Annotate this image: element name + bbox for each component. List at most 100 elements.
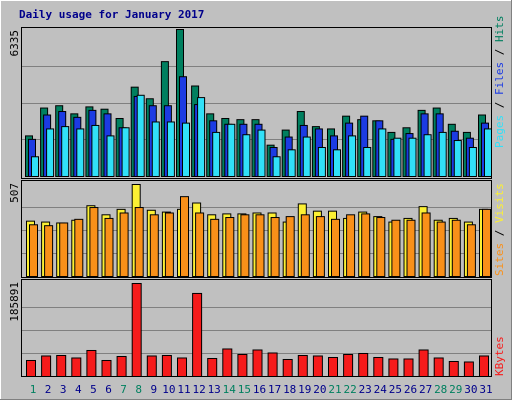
bar-sites-day-9 xyxy=(149,214,159,277)
bar-pages-day-7 xyxy=(121,127,130,178)
bar-kbytes-day-6 xyxy=(101,359,112,378)
legend-hits: Hits xyxy=(493,16,506,43)
bar-sites-day-29 xyxy=(451,219,461,277)
bar-sites-day-17 xyxy=(270,217,280,277)
bar-kbytes-day-16 xyxy=(252,349,263,378)
bar-pages-day-20 xyxy=(317,146,326,178)
bar-sites-day-15 xyxy=(240,214,250,277)
bar-kbytes-day-8 xyxy=(131,283,142,377)
bar-sites-day-12 xyxy=(195,212,205,277)
bar-sites-day-19 xyxy=(300,214,310,277)
x-label-day-16: 16 xyxy=(253,383,266,396)
x-label-day-5: 5 xyxy=(90,383,97,396)
x-label-day-22: 22 xyxy=(343,383,356,396)
bar-kbytes-day-12 xyxy=(192,292,203,377)
bar-kbytes-day-18 xyxy=(282,358,293,377)
bar-sites-day-2 xyxy=(44,225,54,277)
bar-pages-day-28 xyxy=(438,131,447,178)
bar-kbytes-day-15 xyxy=(237,353,248,377)
chart-title: Daily usage for January 2017 xyxy=(19,8,204,21)
bar-pages-day-6 xyxy=(106,135,115,177)
x-label-day-1: 1 xyxy=(30,383,37,396)
x-label-day-17: 17 xyxy=(268,383,281,396)
legend-kbytes: KBytes xyxy=(493,336,506,376)
bar-kbytes-day-29 xyxy=(448,360,459,378)
x-label-day-4: 4 xyxy=(75,383,82,396)
bar-kbytes-day-25 xyxy=(388,358,399,378)
bar-sites-day-27 xyxy=(421,212,431,277)
bar-sites-day-1 xyxy=(29,224,38,278)
bar-pages-day-13 xyxy=(212,131,221,178)
bar-pages-day-16 xyxy=(257,129,266,177)
x-label-day-23: 23 xyxy=(359,383,372,396)
bar-kbytes-day-10 xyxy=(161,354,172,378)
bar-pages-day-29 xyxy=(453,140,462,177)
bar-pages-day-10 xyxy=(166,121,175,177)
bar-sites-day-21 xyxy=(331,218,340,278)
x-axis-labels: 1 2 3 4 5 6 7 8 9 10 11 12 13 14 15 16 17 18 19 20 21 22 23 24 2… xyxy=(30,383,493,396)
bar-kbytes-day-9 xyxy=(146,355,157,377)
x-label-day-6: 6 xyxy=(105,383,112,396)
bar-kbytes-day-26 xyxy=(403,358,414,378)
bar-pages-day-8 xyxy=(136,94,145,177)
bar-sites-day-3 xyxy=(59,222,69,277)
x-label-day-12: 12 xyxy=(192,383,205,396)
bar-pages-day-9 xyxy=(151,121,160,177)
bar-pages-day-2 xyxy=(46,128,55,177)
x-label-day-14: 14 xyxy=(223,383,237,396)
bar-kbytes-day-28 xyxy=(433,357,444,378)
bar-kbytes-day-17 xyxy=(267,352,278,377)
bar-pages-day-30 xyxy=(468,146,477,178)
bar-sites-day-23 xyxy=(361,213,371,278)
bar-sites-day-5 xyxy=(89,207,99,277)
bars xyxy=(25,29,492,378)
x-label-day-18: 18 xyxy=(283,383,296,396)
x-label-day-13: 13 xyxy=(208,383,221,396)
bar-kbytes-day-11 xyxy=(177,357,187,378)
bar-sites-day-20 xyxy=(315,216,325,278)
bar-kbytes-day-7 xyxy=(116,355,127,378)
x-label-day-31: 31 xyxy=(479,383,492,396)
bar-kbytes-day-14 xyxy=(222,348,233,378)
x-label-day-3: 3 xyxy=(60,383,67,396)
bar-sites-day-24 xyxy=(376,217,386,277)
bar-pages-day-3 xyxy=(61,126,70,177)
bar-pages-day-22 xyxy=(348,135,357,177)
bar-sites-day-14 xyxy=(225,217,235,277)
legend-sep-3: / xyxy=(493,223,506,243)
x-label-day-19: 19 xyxy=(298,383,311,396)
bar-pages-day-17 xyxy=(272,156,281,178)
bar-pages-day-5 xyxy=(91,124,100,178)
bar-kbytes-day-23 xyxy=(358,352,369,377)
legend-sep-1: / xyxy=(493,95,506,115)
bar-sites-day-6 xyxy=(104,217,114,277)
bar-kbytes-day-2 xyxy=(41,355,52,377)
x-label-day-9: 9 xyxy=(150,383,157,396)
bar-pages-day-18 xyxy=(287,149,296,177)
bar-pages-day-31 xyxy=(484,128,492,177)
legend-sites: Sites xyxy=(493,243,506,276)
x-label-day-25: 25 xyxy=(389,383,402,396)
bar-sites-day-10 xyxy=(164,212,174,277)
bar-pages-day-19 xyxy=(302,136,311,178)
bar-kbytes-day-27 xyxy=(418,349,429,378)
bar-pages-day-11 xyxy=(182,122,190,178)
bar-pages-day-21 xyxy=(333,149,341,177)
bar-sites-day-26 xyxy=(406,219,416,277)
x-label-day-27: 27 xyxy=(419,383,432,396)
bar-kbytes-day-20 xyxy=(312,355,323,377)
bar-kbytes-day-13 xyxy=(207,357,218,377)
bar-kbytes-day-24 xyxy=(373,356,384,378)
x-label-day-28: 28 xyxy=(434,383,447,396)
x-label-day-24: 24 xyxy=(374,383,388,396)
legend-pages: Pages xyxy=(493,115,506,148)
bar-pages-day-26 xyxy=(408,137,417,177)
visits-ymax-label: 507 xyxy=(8,183,21,203)
x-label-day-21: 21 xyxy=(328,383,341,396)
bar-kbytes-day-4 xyxy=(71,357,82,378)
x-label-day-7: 7 xyxy=(120,383,127,396)
bar-kbytes-day-22 xyxy=(343,353,354,377)
legend-files: Files xyxy=(493,62,506,95)
bar-sites-day-8 xyxy=(134,207,144,277)
